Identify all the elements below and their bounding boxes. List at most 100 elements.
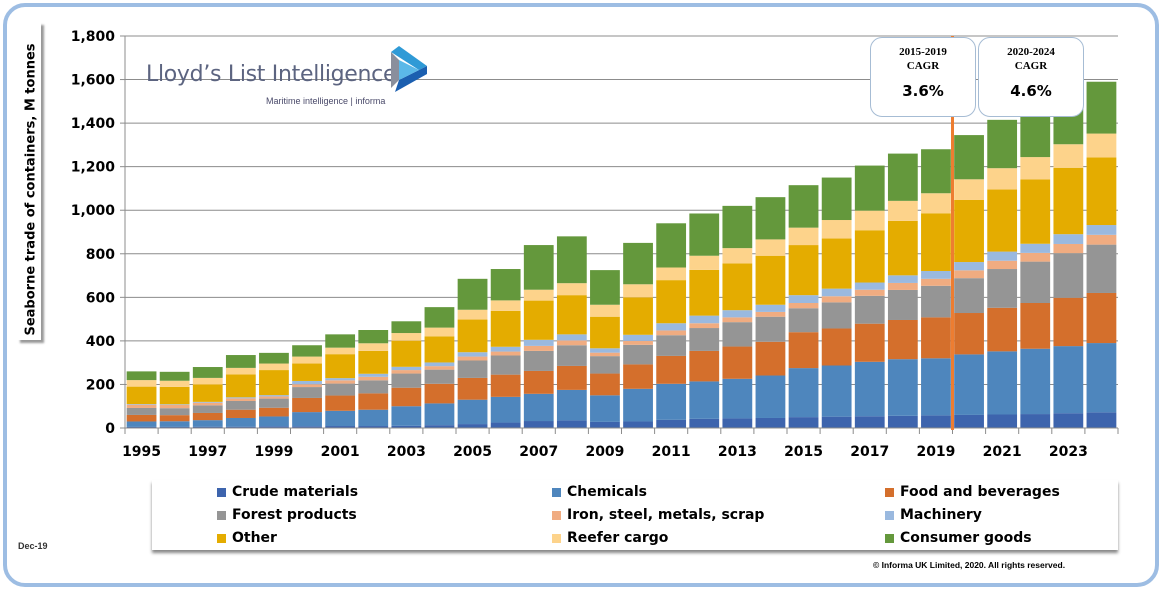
bar-segment-reefer-cargo xyxy=(490,300,521,311)
bar-segment-consumer-goods xyxy=(788,185,819,228)
bar-segment-crude-materials xyxy=(788,417,819,428)
bar-segment-consumer-goods xyxy=(921,149,951,194)
bar-segment-crude-materials xyxy=(391,425,422,428)
bar-segment-iron-steel-metals-scrap xyxy=(325,380,356,384)
bar-segment-forest-products xyxy=(854,295,885,324)
bar-segment-crude-materials xyxy=(656,419,687,428)
bar-segment-chemicals xyxy=(358,409,389,427)
bar-segment-other xyxy=(689,269,720,316)
logo-subtext: Maritime intelligence | informa xyxy=(266,96,386,106)
cagr-value: 3.6% xyxy=(902,82,944,100)
x-tick-label: 2003 xyxy=(387,444,426,460)
bar-segment-iron-steel-metals-scrap xyxy=(590,352,620,357)
bar-segment-iron-steel-metals-scrap xyxy=(1020,252,1051,262)
bar-segment-machinery xyxy=(1020,243,1051,253)
bar-segment-other xyxy=(292,363,322,381)
bar-segment-iron-steel-metals-scrap xyxy=(954,270,984,279)
bar-segment-other xyxy=(722,263,753,311)
bar-segment-food-and-beverages xyxy=(325,395,356,411)
bar-segment-forest-products xyxy=(490,355,521,375)
bar-segment-crude-materials xyxy=(358,426,389,428)
y-tick-label: 600 xyxy=(86,290,115,306)
y-tick-label: 1,800 xyxy=(71,29,116,45)
bar-segment-consumer-goods xyxy=(457,278,488,310)
bar-segment-other xyxy=(623,297,653,335)
bar-segment-consumer-goods xyxy=(854,165,885,211)
bar-segment-chemicals xyxy=(556,389,587,421)
bar-segment-consumer-goods xyxy=(656,223,687,268)
bar-segment-iron-steel-metals-scrap xyxy=(1086,234,1117,245)
bar-segment-consumer-goods xyxy=(987,119,1018,169)
bar-segment-food-and-beverages xyxy=(788,332,819,369)
bar-segment-reefer-cargo xyxy=(259,363,289,371)
bar-segment-iron-steel-metals-scrap xyxy=(225,398,256,401)
bar-segment-machinery xyxy=(225,397,256,399)
logo-mark-icon xyxy=(391,46,427,92)
bar-segment-reefer-cargo xyxy=(1086,133,1117,158)
bar-segment-crude-materials xyxy=(755,417,786,428)
bar-segment-other xyxy=(921,213,951,271)
bar-2024 xyxy=(1086,81,1117,428)
bar-segment-iron-steel-metals-scrap xyxy=(656,330,687,336)
bar-1998 xyxy=(225,355,256,428)
bar-1999 xyxy=(259,352,289,428)
cagr-period: 2020-2024 xyxy=(1007,46,1055,58)
bar-segment-other xyxy=(821,238,852,289)
bar-segment-chemicals xyxy=(325,410,356,427)
x-tick-label: 2019 xyxy=(916,444,955,460)
bar-segment-other xyxy=(325,354,356,379)
bar-segment-iron-steel-metals-scrap xyxy=(755,311,786,317)
bar-segment-reefer-cargo xyxy=(1020,157,1051,180)
bar-segment-reefer-cargo xyxy=(755,239,786,256)
bar-segment-reefer-cargo xyxy=(457,309,488,320)
bar-segment-reefer-cargo xyxy=(1053,144,1084,168)
bar-segment-iron-steel-metals-scrap xyxy=(391,370,422,374)
bar-segment-food-and-beverages xyxy=(590,373,620,396)
bar-segment-iron-steel-metals-scrap xyxy=(722,317,753,323)
bar-2021 xyxy=(987,119,1018,428)
legend-label: Crude materials xyxy=(232,484,359,500)
bar-2007 xyxy=(523,245,554,428)
bar-2020 xyxy=(954,135,984,428)
bar-segment-consumer-goods xyxy=(159,371,190,381)
bar-segment-crude-materials xyxy=(523,421,554,428)
bar-segment-chemicals xyxy=(821,365,852,417)
bar-segment-machinery xyxy=(259,395,289,397)
bar-segment-reefer-cargo xyxy=(987,168,1018,190)
bar-2019 xyxy=(921,149,951,428)
bar-segment-other xyxy=(755,255,786,305)
bar-segment-crude-materials xyxy=(1086,412,1117,428)
legend-label: Food and beverages xyxy=(900,484,1060,500)
legend-label: Chemicals xyxy=(567,484,648,500)
bar-segment-food-and-beverages xyxy=(159,415,190,422)
bar-segment-reefer-cargo xyxy=(954,179,984,200)
bar-segment-chemicals xyxy=(391,406,422,426)
bar-segment-consumer-goods xyxy=(1086,81,1117,134)
bar-2012 xyxy=(689,213,720,428)
x-tick-label: 2017 xyxy=(850,444,889,460)
bar-segment-crude-materials xyxy=(987,414,1018,428)
y-tick-label: 0 xyxy=(105,421,115,437)
bar-2016 xyxy=(821,177,852,428)
bar-segment-forest-products xyxy=(821,302,852,329)
bar-segment-machinery xyxy=(159,404,190,405)
bar-segment-iron-steel-metals-scrap xyxy=(987,260,1018,270)
bar-segment-food-and-beverages xyxy=(192,412,223,421)
bar-segment-iron-steel-metals-scrap xyxy=(556,340,587,346)
bar-segment-other xyxy=(1086,157,1117,226)
bar-segment-reefer-cargo xyxy=(325,347,356,355)
bar-segment-chemicals xyxy=(126,421,157,427)
bar-segment-reefer-cargo xyxy=(424,327,455,337)
bar-segment-forest-products xyxy=(788,308,819,333)
bar-segment-reefer-cargo xyxy=(225,367,256,375)
bar-segment-iron-steel-metals-scrap xyxy=(887,282,918,290)
bar-segment-food-and-beverages xyxy=(821,328,852,366)
legend-swatch xyxy=(217,510,226,520)
bar-segment-machinery xyxy=(954,262,984,271)
bar-segment-crude-materials xyxy=(821,416,852,428)
bar-segment-chemicals xyxy=(523,393,554,422)
bar-segment-crude-materials xyxy=(490,422,521,428)
bar-segment-food-and-beverages xyxy=(292,397,322,413)
bar-segment-machinery xyxy=(656,323,687,331)
bar-segment-reefer-cargo xyxy=(159,380,190,387)
